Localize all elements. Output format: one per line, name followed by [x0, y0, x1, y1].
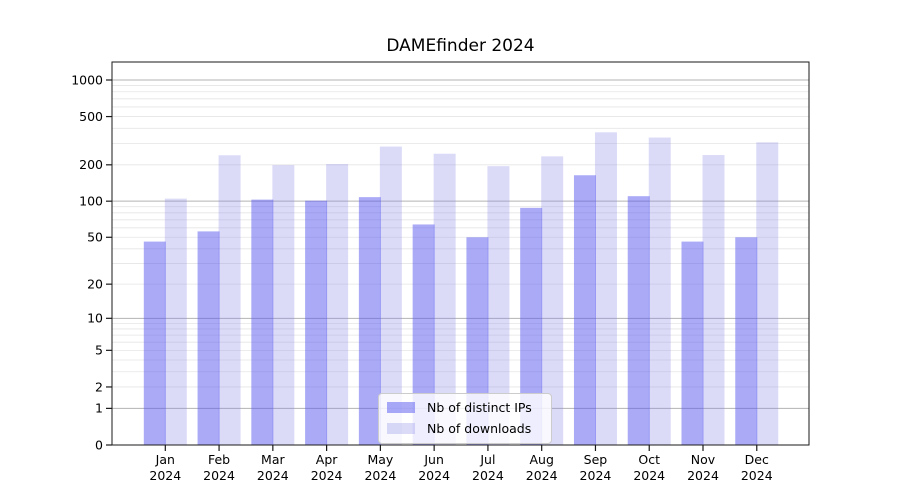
x-tick-label-year-may: 2024 — [364, 468, 396, 483]
bar-nb-of-distinct-ips-aug — [520, 207, 543, 445]
y-tick-label-200: 200 — [79, 157, 103, 172]
y-tick-label-0: 0 — [95, 437, 103, 452]
bar-nb-of-downloads-mar — [272, 165, 295, 445]
y-tick-label-1000: 1000 — [71, 72, 103, 87]
x-tick-label-month-jan: Jan — [155, 452, 175, 467]
bar-nb-of-distinct-ips-mar — [251, 199, 274, 445]
legend-label-downloads: Nb of downloads — [427, 421, 532, 436]
bar-nb-of-downloads-dec — [756, 142, 779, 445]
bar-nb-of-distinct-ips-jan — [143, 241, 166, 445]
x-tick-label-year-aug: 2024 — [526, 468, 558, 483]
bar-nb-of-distinct-ips-sep — [573, 175, 596, 445]
x-tick-label-year-nov: 2024 — [687, 468, 719, 483]
x-tick-label-month-oct: Oct — [638, 452, 660, 467]
bar-nb-of-downloads-may — [379, 146, 402, 445]
bar-nb-of-distinct-ips-dec — [735, 237, 758, 445]
y-tick-label-50: 50 — [87, 230, 103, 245]
bar-nb-of-distinct-ips-oct — [627, 196, 650, 445]
x-tick-label-year-jun: 2024 — [418, 468, 450, 483]
y-tick-label-10: 10 — [87, 311, 103, 326]
bar-nb-of-downloads-feb — [218, 155, 241, 446]
x-tick-label-month-aug: Aug — [529, 452, 553, 467]
plot-border — [111, 61, 810, 446]
bar-nb-of-downloads-oct — [648, 137, 671, 445]
bar-nb-of-distinct-ips-may — [358, 197, 381, 445]
bar-nb-of-downloads-apr — [326, 164, 349, 446]
bar-nb-of-downloads-jul — [487, 166, 510, 445]
x-tick-label-month-dec: Dec — [745, 452, 769, 467]
y-tick-label-5: 5 — [95, 343, 103, 358]
bar-nb-of-distinct-ips-feb — [197, 231, 220, 445]
x-tick-label-month-jun: Jun — [423, 452, 444, 467]
x-tick-label-year-apr: 2024 — [311, 468, 343, 483]
bar-nb-of-downloads-nov — [702, 155, 725, 445]
x-tick-label-year-sep: 2024 — [580, 468, 612, 483]
bar-nb-of-downloads-jun — [433, 153, 456, 445]
bar-nb-of-distinct-ips-apr — [305, 200, 328, 445]
x-tick-label-year-jul: 2024 — [472, 468, 504, 483]
bar-nb-of-downloads-jan — [164, 198, 187, 445]
x-tick-label-month-feb: Feb — [208, 452, 230, 467]
bar-nb-of-downloads-aug — [541, 156, 564, 445]
x-tick-label-month-may: May — [367, 452, 393, 467]
x-tick-label-year-feb: 2024 — [203, 468, 235, 483]
y-tick-label-100: 100 — [79, 193, 103, 208]
x-tick-label-year-oct: 2024 — [633, 468, 665, 483]
x-tick-label-month-nov: Nov — [691, 452, 716, 467]
y-tick-label-500: 500 — [79, 109, 103, 124]
x-tick-label-year-dec: 2024 — [741, 468, 773, 483]
y-tick-label-2: 2 — [95, 379, 103, 394]
x-tick-label-month-mar: Mar — [261, 452, 285, 467]
y-tick-label-20: 20 — [87, 276, 103, 291]
legend-swatch-downloads — [387, 423, 415, 434]
legend-item-distinct-ips: Nb of distinct IPs — [387, 400, 543, 415]
x-tick-label-month-sep: Sep — [584, 452, 608, 467]
legend: Nb of distinct IPs Nb of downloads — [378, 393, 552, 444]
y-tick-label-1: 1 — [95, 401, 103, 416]
bar-nb-of-distinct-ips-jun — [412, 224, 435, 445]
legend-swatch-distinct-ips — [387, 402, 415, 413]
x-tick-label-year-jan: 2024 — [149, 468, 181, 483]
x-tick-label-year-mar: 2024 — [257, 468, 289, 483]
legend-item-downloads: Nb of downloads — [387, 421, 543, 436]
legend-label-distinct-ips: Nb of distinct IPs — [427, 400, 532, 415]
x-tick-label-month-apr: Apr — [316, 452, 338, 467]
bar-nb-of-distinct-ips-nov — [681, 241, 704, 445]
x-tick-label-month-jul: Jul — [479, 452, 495, 467]
chart-title: DAMEfinder 2024 — [386, 36, 535, 56]
bar-nb-of-downloads-sep — [594, 132, 617, 446]
